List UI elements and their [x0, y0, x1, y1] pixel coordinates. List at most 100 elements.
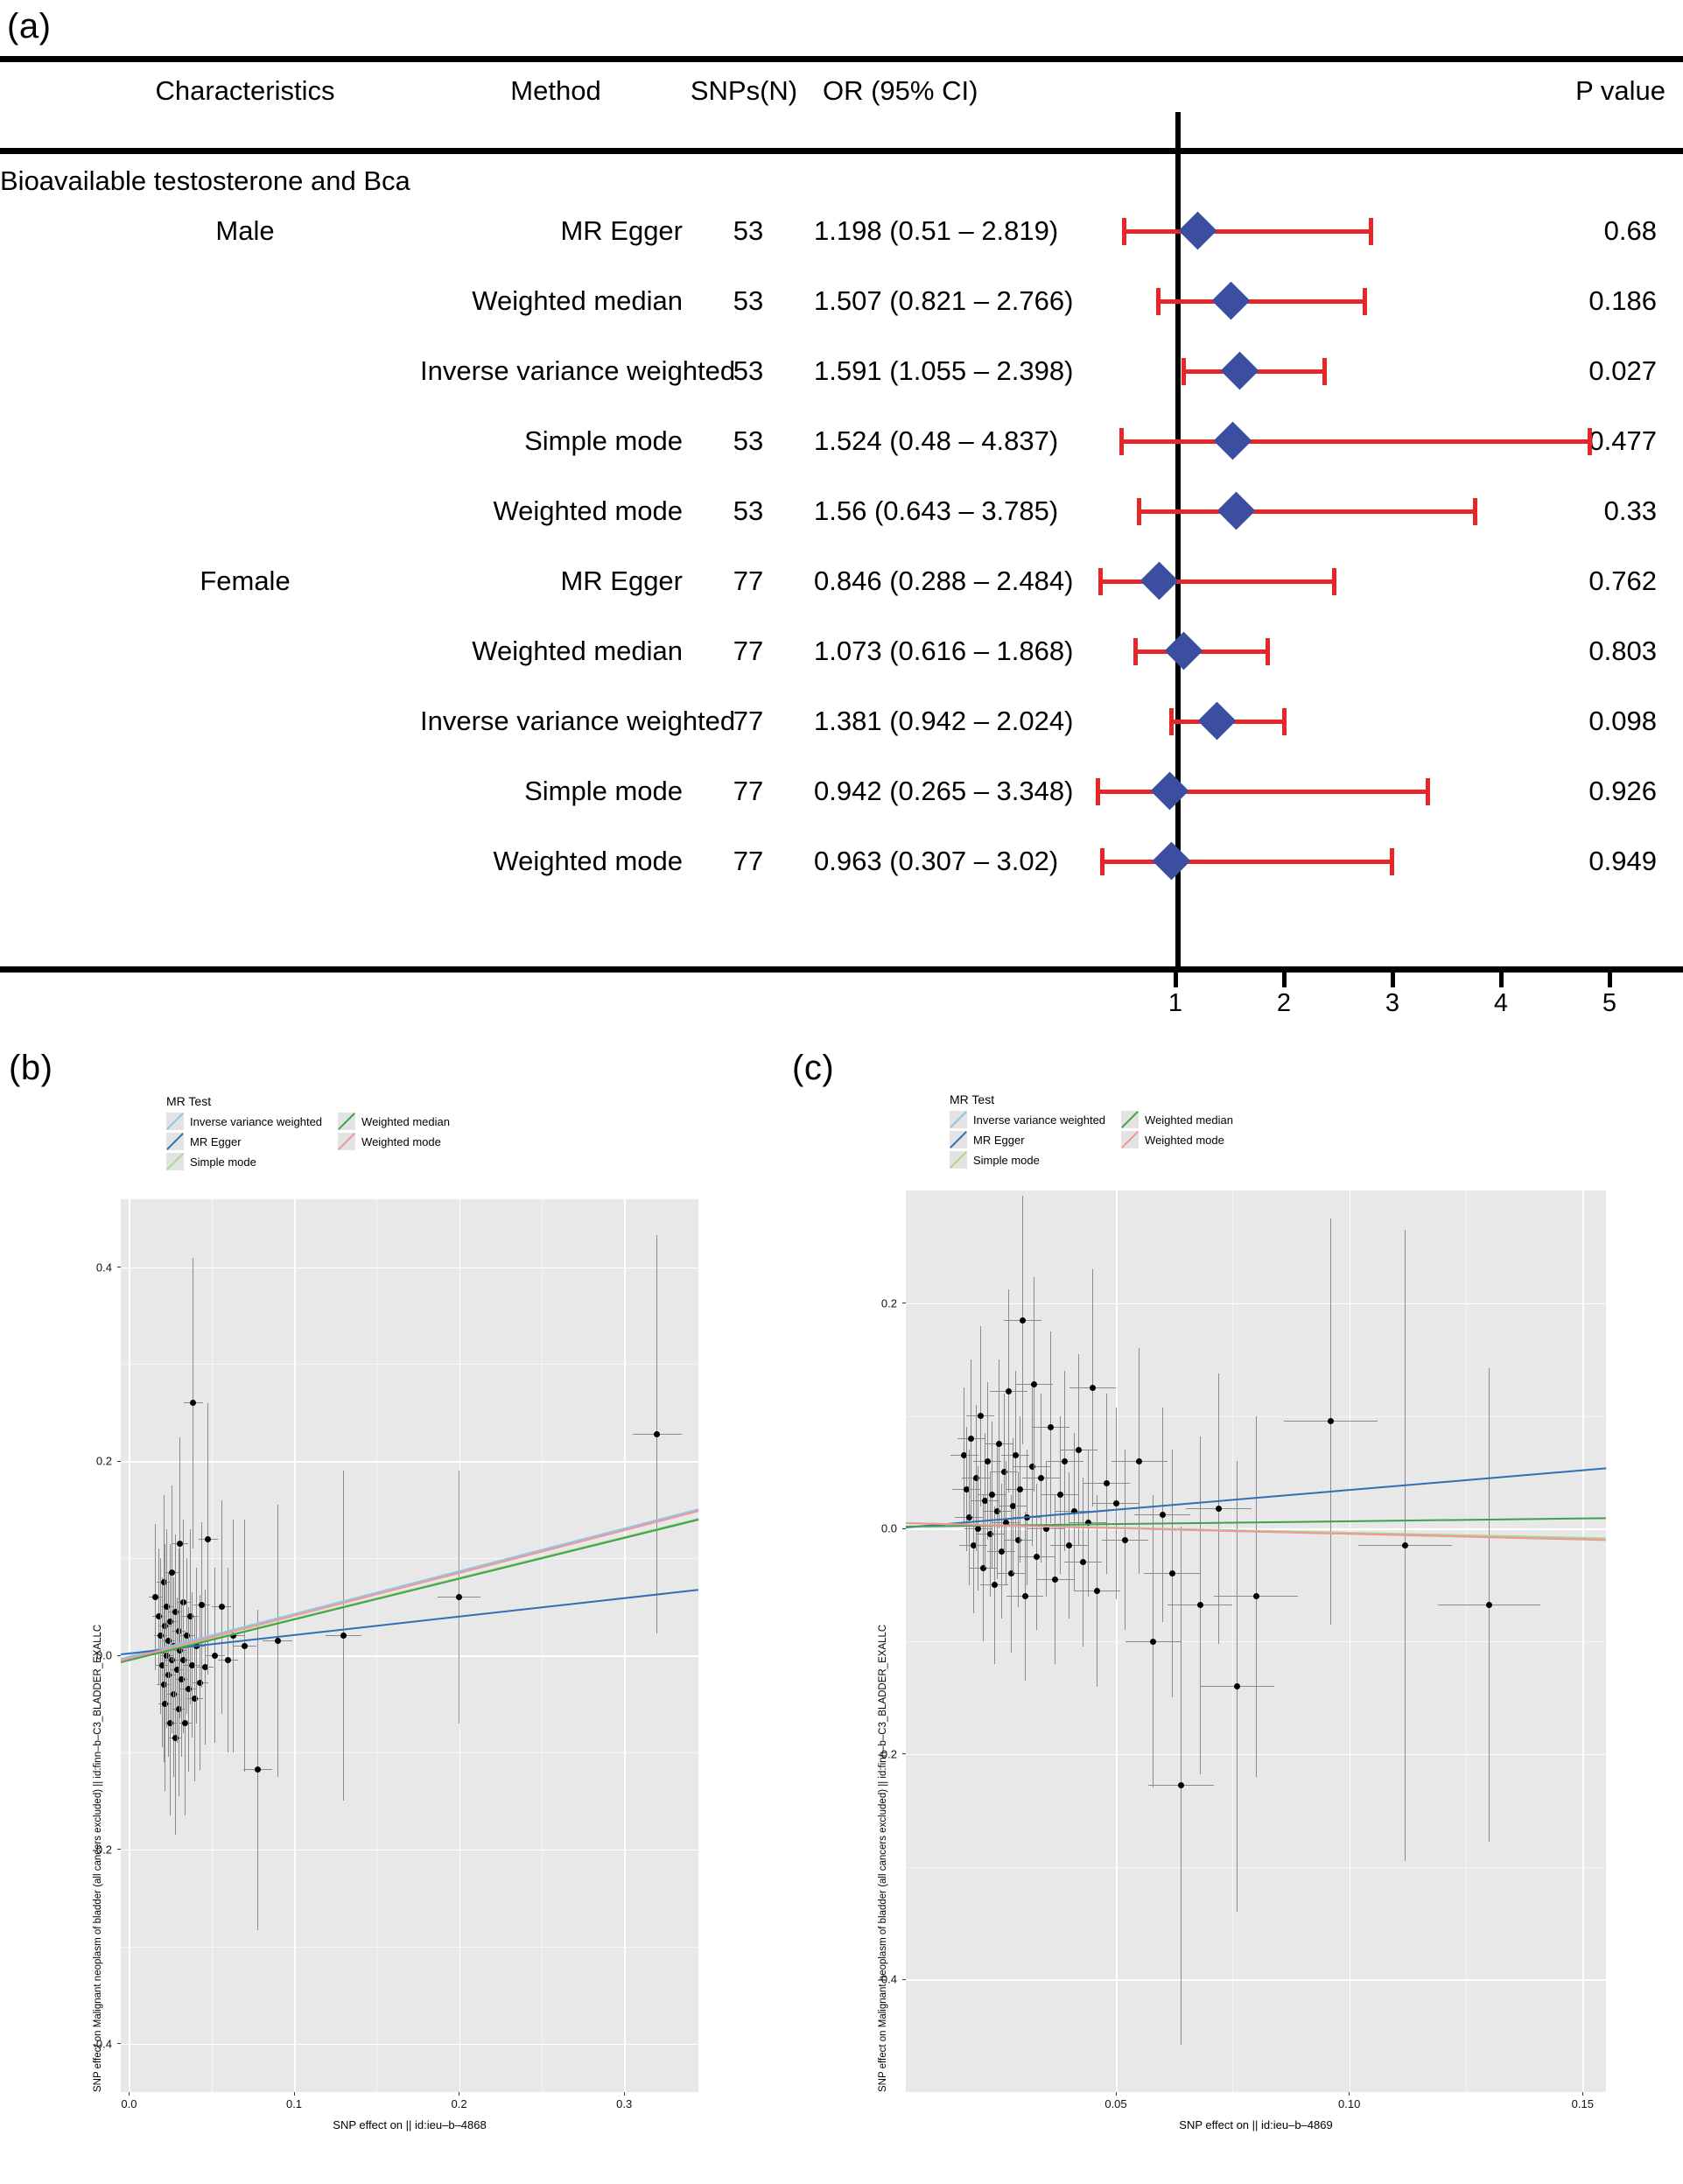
axis-tick-label: 2: [1276, 989, 1292, 1017]
legend-item-label: Weighted median: [1145, 1113, 1233, 1127]
row-p-value: 0.926: [1588, 776, 1657, 806]
data-point: [1112, 1500, 1119, 1507]
data-point: [1122, 1536, 1129, 1543]
effect-estimate-marker: [1217, 491, 1256, 530]
data-point: [1080, 1559, 1087, 1566]
data-point: [1033, 1553, 1040, 1560]
legend-item-label: Weighted median: [361, 1114, 450, 1128]
ci-cap-right: [1332, 568, 1337, 595]
row-snp-count: 53: [733, 285, 764, 316]
group-title: Bioavailable testosterone and Bca: [0, 165, 410, 196]
data-point: [1007, 1570, 1014, 1577]
legend-swatch-icon: [950, 1131, 967, 1148]
legend-item: Simple mode: [950, 1151, 1105, 1169]
data-point: [183, 1633, 190, 1640]
gridline-vertical: [459, 1199, 461, 2092]
table-row: Weighted mode 77 0.963 (0.307 – 3.02) 0.949: [0, 826, 1683, 896]
y-axis-tick-label: -0.4: [92, 2037, 112, 2051]
ci-cap-left: [1118, 428, 1124, 455]
row-method: Weighted mode: [493, 846, 683, 876]
legend-item: Simple mode: [166, 1153, 322, 1170]
gridline-horizontal-minor: [906, 1866, 1606, 1868]
table-row: Simple mode 77 0.942 (0.265 – 3.348) 0.926: [0, 756, 1683, 826]
data-point: [1252, 1593, 1259, 1599]
ci-bar: [1095, 790, 1431, 794]
confidence-interval-row: [1067, 826, 1683, 896]
legend-swatch-icon: [1121, 1111, 1140, 1128]
row-p-value: 0.949: [1588, 846, 1657, 876]
data-point: [1089, 1384, 1096, 1391]
data-point: [977, 1413, 984, 1419]
data-point: [1038, 1474, 1045, 1481]
effect-estimate-marker: [1152, 841, 1191, 881]
legend-item-label: Inverse variance weighted: [973, 1113, 1106, 1127]
legend-item: Weighted mode: [1121, 1131, 1233, 1148]
axis-tick: [1391, 973, 1395, 987]
legend-item-label: MR Egger: [973, 1133, 1025, 1147]
gridline-horizontal-minor: [121, 1946, 698, 1948]
data-point: [340, 1633, 347, 1640]
legend-swatch-icon: [338, 1133, 356, 1150]
table-row: Simple mode 53 1.524 (0.48 – 4.837) 0.477: [0, 406, 1683, 476]
column-header-or-ci: OR (95% CI): [823, 75, 978, 106]
data-point: [991, 1582, 998, 1589]
ci-bar: [1097, 579, 1336, 584]
axis-tick: [1174, 973, 1178, 987]
gridline-vertical: [624, 1199, 626, 2092]
ci-cap-right: [1265, 638, 1270, 665]
effect-estimate-marker: [1220, 351, 1259, 390]
data-point: [211, 1652, 218, 1659]
data-point: [1021, 1593, 1028, 1599]
data-point: [179, 1676, 186, 1683]
data-point: [993, 1508, 1000, 1515]
gridline-horizontal-minor: [121, 1752, 698, 1753]
x-axis-tick: [623, 2092, 625, 2096]
legend-item: Inverse variance weighted: [950, 1111, 1105, 1128]
row-snp-count: 77: [733, 706, 764, 736]
gridline-horizontal: [121, 1461, 698, 1463]
gridline-horizontal-minor: [121, 1364, 698, 1366]
scatter-panel-c: 0.05 0.10 0.15 -0.4 -0.2 0.0 0.2 SNP effect on …: [836, 1085, 1676, 2180]
row-method: Weighted median: [472, 285, 683, 316]
data-point: [1005, 1387, 1012, 1394]
data-point: [1159, 1512, 1166, 1519]
y-axis-tick: [117, 1460, 121, 1462]
data-point: [1150, 1638, 1157, 1645]
table-rule-top: [0, 56, 1683, 62]
row-p-value: 0.477: [1588, 425, 1657, 456]
x-axis-tick: [1349, 2092, 1350, 2096]
ci-cap-left: [1100, 848, 1105, 875]
ci-cap-right: [1362, 288, 1367, 315]
row-snp-count: 77: [733, 565, 764, 596]
x-axis-tick: [128, 2092, 130, 2096]
data-point: [1215, 1505, 1222, 1512]
table-rule-bottom: [0, 966, 1683, 973]
data-point: [177, 1541, 184, 1548]
legend: MR Test Inverse variance weighted MR Egger…: [166, 1094, 450, 1173]
data-point: [201, 1663, 208, 1670]
effect-estimate-marker: [1213, 421, 1252, 460]
table-row: Weighted mode 53 1.56 (0.643 – 3.785) 0.33: [0, 476, 1683, 546]
ci-cap-left: [1155, 288, 1161, 315]
x-axis-tick: [1581, 2092, 1583, 2096]
data-point: [167, 1618, 174, 1625]
data-point: [1075, 1446, 1082, 1453]
forest-plot-table-panel: Characteristics Method SNPs(N) OR (95% C…: [0, 56, 1683, 1071]
data-point: [1486, 1602, 1493, 1609]
confidence-interval-row: [1067, 336, 1683, 406]
data-point: [1012, 1452, 1019, 1459]
data-point: [152, 1594, 159, 1601]
data-point: [1028, 1463, 1035, 1470]
data-point: [182, 1720, 189, 1727]
axis-tick-label: 3: [1385, 989, 1400, 1017]
y-axis-tick: [117, 1267, 121, 1268]
gridline-vertical-minor: [211, 1199, 213, 2092]
legend-item-label: MR Egger: [190, 1134, 242, 1148]
panel-label-c: (c): [792, 1049, 835, 1087]
data-point: [1052, 1576, 1059, 1583]
y-axis-label: SNP effect on Malignant neoplasm of blad…: [878, 1624, 888, 2092]
row-method: Inverse variance weighted: [420, 355, 736, 386]
gridline-vertical: [294, 1199, 296, 2092]
row-method: Weighted median: [472, 636, 683, 666]
ci-bar: [1100, 860, 1395, 864]
